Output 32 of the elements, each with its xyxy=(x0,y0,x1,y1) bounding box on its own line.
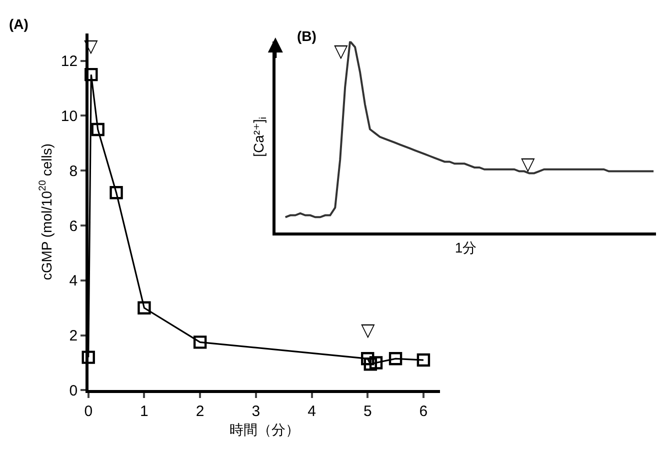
point xyxy=(369,356,383,370)
chart-title: (A) xyxy=(9,16,28,32)
x-axis-title: 1分 xyxy=(454,240,477,256)
chart-title: (B) xyxy=(297,28,316,44)
x-axis-title: 時間（分） xyxy=(229,421,300,438)
y-tick-label: 12 xyxy=(60,53,78,70)
y-tick-label: 6 xyxy=(69,218,78,235)
point xyxy=(82,350,95,364)
x-tick-label: 3 xyxy=(252,402,260,420)
annotation: ▽ xyxy=(334,41,348,62)
point xyxy=(193,336,207,349)
annotation: ▽ xyxy=(361,320,375,341)
x-tick-label: 4 xyxy=(308,402,316,420)
point xyxy=(110,186,123,200)
y-tick-label: 4 xyxy=(69,272,78,290)
point xyxy=(84,68,98,82)
point xyxy=(364,358,378,371)
point xyxy=(416,353,430,367)
x-tick-label: 2 xyxy=(196,402,204,420)
x-tick-label: 6 xyxy=(419,402,428,420)
y-tick-label: 10 xyxy=(60,108,78,125)
point xyxy=(138,301,151,314)
annotation: ▽ xyxy=(521,154,535,175)
point xyxy=(388,352,402,366)
point xyxy=(361,352,374,366)
x-tick-label: 5 xyxy=(363,402,372,420)
x-tick-label: 1 xyxy=(140,402,148,420)
point xyxy=(91,122,104,136)
y-tick-label: 8 xyxy=(69,162,78,180)
x-tick-label: 0 xyxy=(84,402,93,420)
y-tick-label: 2 xyxy=(69,328,78,345)
y-tick-label: 0 xyxy=(69,382,78,400)
